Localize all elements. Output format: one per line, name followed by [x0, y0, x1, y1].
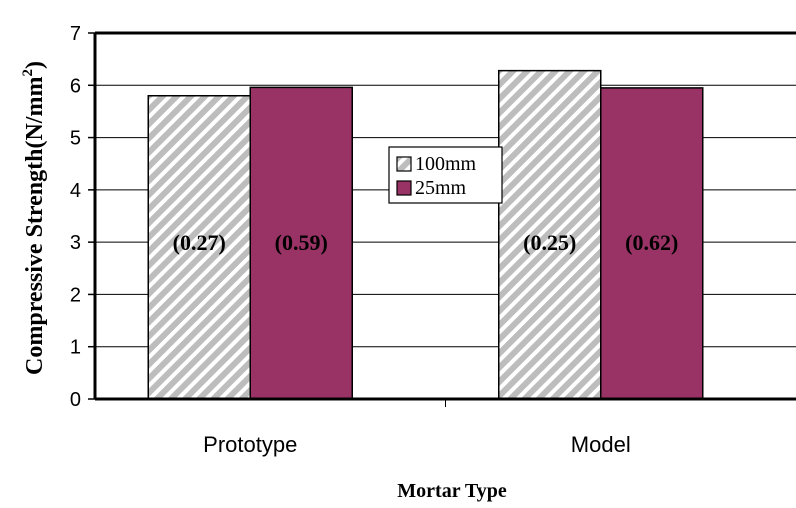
legend-label: 25mm [415, 177, 467, 199]
y-tick-label: 4 [70, 180, 81, 202]
bar [600, 87, 704, 400]
y-tick-labels: 0 1 2 3 4 5 6 7 [70, 23, 81, 411]
legend-swatch [396, 180, 412, 196]
bar [498, 69, 602, 400]
y-axis-title-suffix: ) [22, 61, 48, 69]
plot-frame [88, 31, 796, 407]
y-tick-label: 1 [70, 337, 81, 359]
x-category-labels: Prototype Model [203, 432, 631, 457]
y-axis-title: Compressive Strength(N/mm2) [20, 61, 48, 375]
bars [147, 69, 704, 400]
y-tick-label: 2 [70, 284, 81, 306]
y-tick-label: 3 [70, 232, 81, 254]
y-tick-label: 6 [70, 75, 81, 97]
data-label: (0.59) [275, 230, 328, 255]
data-labels: (0.27) (0.59) (0.25) (0.62) [173, 230, 679, 255]
data-label: (0.27) [173, 230, 226, 255]
data-label: (0.62) [625, 230, 678, 255]
y-tick-label: 0 [70, 389, 81, 411]
bar [249, 86, 353, 400]
y-tick-label: 5 [70, 128, 81, 150]
legend-label: 100mm [415, 153, 477, 175]
y-tick-label: 7 [70, 23, 81, 45]
x-category-label: Prototype [203, 432, 297, 457]
x-category-label: Model [571, 432, 631, 457]
y-axis-title-main: Compressive Strength(N/mm [22, 77, 48, 375]
data-label: (0.25) [523, 230, 576, 255]
x-axis-title: Mortar Type [397, 480, 507, 502]
legend-swatch [396, 156, 412, 172]
y-axis-title-superscript: 2 [20, 69, 36, 77]
